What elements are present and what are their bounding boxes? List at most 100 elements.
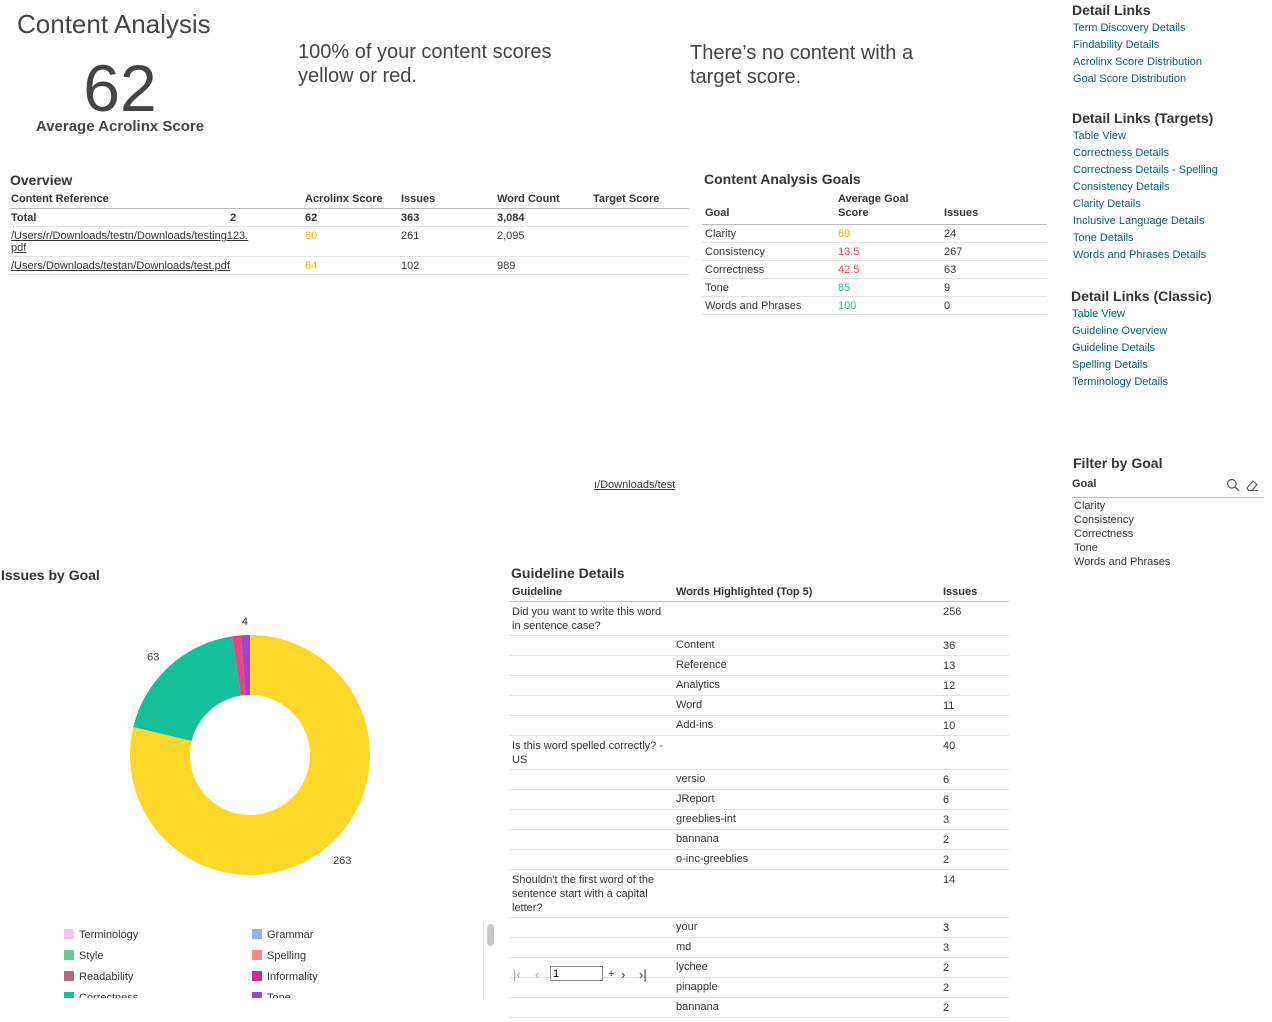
- donut-slice-consistency[interactable]: [130, 635, 370, 875]
- column-header[interactable]: Average Goal Score: [835, 190, 941, 225]
- overview-title: Overview: [10, 172, 73, 188]
- target-detail-link[interactable]: Words and Phrases Details: [1073, 249, 1207, 261]
- average-score-label: Average Acrolinx Score: [35, 118, 205, 135]
- last-page-icon[interactable]: ›|: [639, 967, 647, 982]
- guideline-cell: Did you want to write this word in sente…: [509, 601, 673, 636]
- target-detail-link[interactable]: Correctness Details: [1073, 147, 1169, 159]
- highlighted-word-cell: bannana: [673, 997, 940, 1018]
- legend-item[interactable]: Informality: [252, 970, 318, 984]
- highlighted-word-cell: [673, 601, 940, 636]
- column-header[interactable]: Issues: [941, 190, 1047, 225]
- guideline-issues-cell: 3: [940, 809, 1009, 830]
- filter-option[interactable]: Consistency: [1074, 514, 1134, 526]
- column-header[interactable]: Issues: [940, 584, 1009, 602]
- legend-swatch: [64, 950, 74, 960]
- detail-link[interactable]: Findability Details: [1073, 39, 1160, 51]
- legend-swatch: [64, 992, 74, 998]
- highlighted-word-cell: Add-ins: [673, 715, 940, 736]
- highlighted-word-cell: greeblies-int: [673, 809, 940, 830]
- target-score-cell: [591, 226, 689, 257]
- classic-detail-link[interactable]: Terminology Details: [1072, 376, 1168, 388]
- donut-slice-correctness[interactable]: [133, 636, 242, 742]
- legend-label: Grammar: [267, 929, 314, 941]
- legend-item[interactable]: Correctness: [64, 991, 138, 998]
- legend-scrollbar[interactable]: [483, 922, 495, 1000]
- target-detail-link[interactable]: Correctness Details - Spelling: [1073, 164, 1218, 176]
- column-header[interactable]: Issues: [399, 191, 495, 209]
- legend-item[interactable]: Terminology: [64, 928, 138, 942]
- target-detail-link[interactable]: Clarity Details: [1073, 198, 1141, 210]
- guideline-issues-cell: 3: [940, 937, 1009, 958]
- guideline-cell: [509, 917, 673, 938]
- filter-option[interactable]: Clarity: [1074, 500, 1106, 512]
- filter-option[interactable]: Correctness: [1074, 528, 1134, 540]
- guideline-issues-cell: 12: [940, 675, 1009, 696]
- table-row: JReport 6: [509, 789, 1009, 810]
- filter-option[interactable]: Words and Phrases: [1074, 556, 1171, 568]
- target-detail-link[interactable]: Consistency Details: [1073, 181, 1170, 193]
- classic-detail-link[interactable]: Guideline Overview: [1072, 325, 1168, 337]
- classic-detail-link[interactable]: Guideline Details: [1072, 342, 1156, 354]
- donut-data-label: 263: [333, 855, 351, 867]
- legend-item[interactable]: Readability: [64, 970, 133, 984]
- highlighted-word-cell: Analytics: [673, 675, 940, 696]
- target-score-cell: [591, 256, 689, 275]
- column-header[interactable]: Words Highlighted (Top 5): [673, 584, 940, 602]
- content-reference-link[interactable]: /Users/r/Downloads/testn/Downloads/testi…: [11, 230, 249, 254]
- filter-options-list: Clarity Consistency Correctness Tone Words a…: [1074, 499, 1170, 569]
- guideline-cell: [509, 849, 673, 870]
- target-detail-link[interactable]: Inclusive Language Details: [1073, 215, 1205, 227]
- guideline-issues-cell: 6: [940, 769, 1009, 790]
- detail-link[interactable]: Term Discovery Details: [1073, 22, 1186, 34]
- content-reference-link[interactable]: ı/Downloads/test: [594, 479, 676, 491]
- detail-link[interactable]: Goal Score Distribution: [1073, 73, 1187, 85]
- column-header[interactable]: Acrolinx Score: [303, 191, 399, 209]
- detail-link[interactable]: Acrolinx Score Distribution: [1073, 56, 1202, 68]
- table-row: md 3: [509, 937, 1009, 958]
- guideline-issues-cell: 256: [940, 601, 1009, 636]
- guideline-cell: [509, 715, 673, 736]
- guideline-cell: [509, 655, 673, 676]
- legend-label: Readability: [79, 971, 134, 983]
- donut-slice-informality[interactable]: [232, 635, 246, 696]
- content-reference-link[interactable]: /Users/Downloads/testan/Downloads/test.p…: [11, 260, 230, 272]
- page-title: Content Analysis: [17, 9, 211, 39]
- guideline-issues-cell: 11: [940, 695, 1009, 716]
- filter-goal-label: Goal: [1072, 478, 1097, 490]
- donut-slice-tone[interactable]: [240, 635, 250, 696]
- detail-links-list: Term Discovery Details Findability Detail…: [1073, 20, 1202, 88]
- column-header[interactable]: Word Count: [495, 191, 591, 209]
- legend-scroll-thumb[interactable]: [487, 924, 494, 946]
- legend-item[interactable]: Spelling: [252, 949, 306, 963]
- page-plus-button[interactable]: +: [608, 968, 615, 980]
- legend-item[interactable]: Style: [64, 949, 103, 963]
- column-header[interactable]: Content Reference: [9, 191, 303, 209]
- column-header[interactable]: Guideline: [509, 584, 673, 602]
- goal-issues-cell: 63: [941, 260, 1047, 279]
- target-detail-link[interactable]: Tone Details: [1073, 232, 1134, 244]
- word-count-cell: 989: [495, 256, 591, 275]
- legend-label: Style: [79, 950, 104, 962]
- classic-detail-link[interactable]: Spelling Details: [1072, 359, 1148, 371]
- kpi-target-text: There’s no content with a target score.: [690, 42, 914, 88]
- guideline-cell: Is this word spelled correctly? - US: [509, 735, 673, 770]
- eraser-icon[interactable]: [1245, 478, 1259, 492]
- legend-item[interactable]: Grammar: [252, 928, 313, 942]
- legend-item[interactable]: Tone: [252, 991, 291, 998]
- column-header[interactable]: Goal: [702, 190, 835, 225]
- goal-issues-cell: 9: [941, 278, 1047, 297]
- classic-detail-link[interactable]: Table View: [1072, 308, 1125, 320]
- table-row: Words and Phrases 100 0: [702, 296, 1047, 315]
- first-page-icon[interactable]: |‹: [513, 967, 521, 982]
- search-icon[interactable]: [1226, 478, 1240, 492]
- filter-option[interactable]: Tone: [1074, 542, 1098, 554]
- column-header[interactable]: Target Score: [591, 191, 689, 209]
- highlighted-word-cell: md: [673, 937, 940, 958]
- detail-links-classic-title: Detail Links (Classic): [1071, 288, 1212, 304]
- next-page-icon[interactable]: ›: [621, 967, 626, 982]
- table-row: Add-ins 10: [509, 715, 1009, 736]
- target-detail-link[interactable]: Table View: [1073, 130, 1126, 142]
- page-number-input[interactable]: [550, 966, 603, 981]
- prev-page-icon[interactable]: ‹: [535, 967, 540, 982]
- guideline-issues-cell: 2: [940, 997, 1009, 1018]
